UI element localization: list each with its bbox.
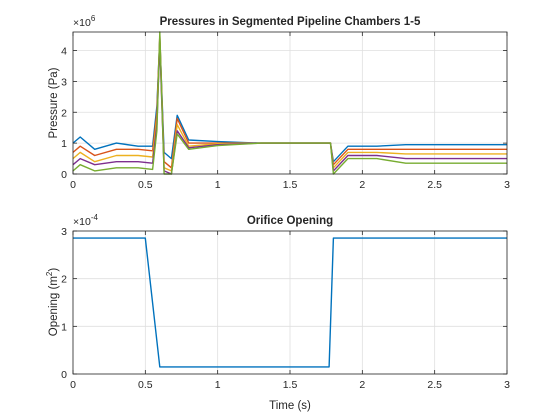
pressure-chart: 0 0.5 1 1.5 2 2.5 3 0 1 2 3 4 Pressures in Segment… — [48, 14, 510, 191]
y-exponent-power: -4 — [91, 213, 99, 222]
x-tick-label: 0 — [70, 379, 76, 391]
axes-box — [72, 230, 508, 375]
x-tick-label: 0.5 — [138, 379, 153, 391]
y-exponent-base: ×10 — [73, 17, 91, 29]
x-axis-label: Time (s) — [269, 400, 311, 412]
y-ticks: 0 1 2 3 — [61, 226, 67, 381]
x-tick-label: 0 — [70, 179, 76, 191]
series-line-1 — [73, 237, 507, 368]
y-tick-label: 2 — [61, 107, 67, 119]
y-axis-label: Opening (m2) — [45, 268, 60, 337]
chart-title: Orifice Opening — [247, 215, 333, 227]
y-tick-label: 4 — [61, 46, 67, 58]
axes-frame — [72, 31, 508, 175]
y-tick-label: 1 — [61, 138, 67, 150]
x-tick-label: 2.5 — [427, 379, 442, 391]
y-tick-label: 2 — [61, 274, 67, 286]
x-tick-label: 0.5 — [138, 179, 153, 191]
x-tick-label: 2.5 — [427, 179, 442, 191]
series-lines — [73, 237, 507, 368]
series-line-5 — [72, 31, 507, 175]
y-tick-label: 1 — [61, 321, 67, 333]
y-axis-label-main: Opening (m — [48, 276, 60, 336]
y-exponent-base: ×10 — [73, 216, 91, 228]
x-tick-label: 1 — [215, 379, 221, 391]
y-exponent: ×10-4 — [73, 213, 98, 228]
orifice-chart: 0 0.5 1 1.5 2 2.5 3 0 1 2 3 Orifice Opening Time … — [45, 213, 510, 412]
y-tick-label: 0 — [61, 369, 67, 381]
y-axis-label-sup: 2 — [45, 271, 54, 276]
y-exponent: ×106 — [73, 14, 96, 29]
chart-title: Pressures in Segmented Pipeline Chambers… — [160, 16, 421, 28]
axes-box — [72, 31, 508, 175]
x-tick-label: 1 — [215, 179, 221, 191]
series-line-2 — [72, 34, 507, 169]
y-tick-label: 3 — [61, 76, 67, 88]
y-tick-label: 0 — [61, 169, 67, 181]
x-tick-label: 1.5 — [283, 379, 298, 391]
y-ticks: 0 1 2 3 4 — [61, 46, 67, 181]
x-tick-label: 1.5 — [283, 179, 298, 191]
y-tick-label: 3 — [61, 226, 67, 238]
y-axis-label-end: ) — [48, 268, 60, 272]
y-exponent-power: 6 — [91, 14, 96, 23]
x-tick-label: 3 — [504, 379, 510, 391]
x-ticks: 0 0.5 1 1.5 2 2.5 3 — [70, 379, 510, 391]
x-ticks: 0 0.5 1 1.5 2 2.5 3 — [70, 179, 510, 191]
series-line-3 — [72, 40, 507, 172]
y-axis-label: Pressure (Pa) — [48, 67, 60, 138]
series-line-1 — [72, 37, 507, 163]
series-line-4 — [72, 43, 507, 175]
x-tick-label: 2 — [359, 379, 365, 391]
series-lines — [72, 31, 507, 175]
x-tick-label: 3 — [504, 179, 510, 191]
x-tick-label: 2 — [359, 179, 365, 191]
axes-frame — [72, 230, 508, 375]
